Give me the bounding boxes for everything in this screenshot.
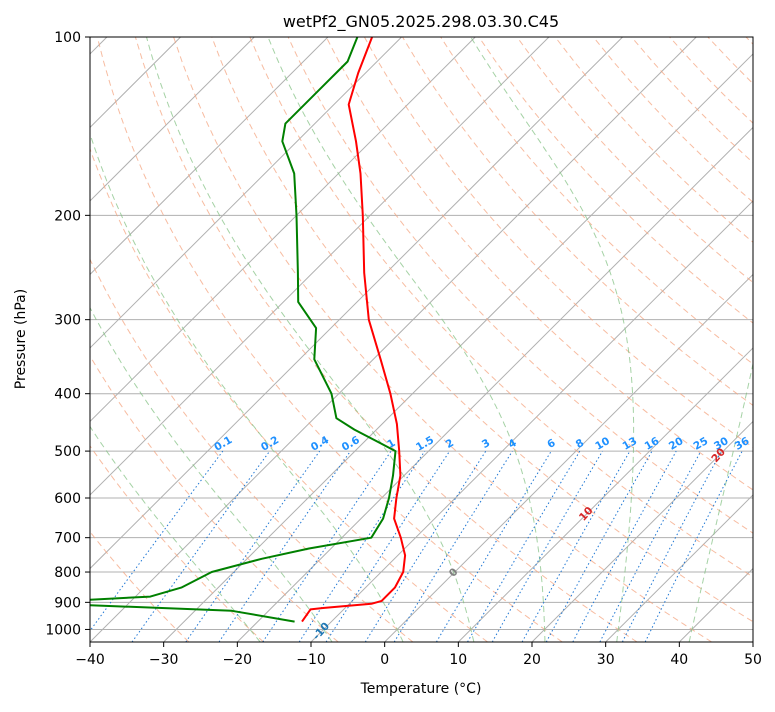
y-tick-label: 500 bbox=[54, 444, 81, 460]
x-tick-label: −20 bbox=[223, 652, 253, 668]
x-axis-label: Temperature (°C) bbox=[360, 681, 482, 697]
y-tick-label: 300 bbox=[54, 313, 81, 329]
y-tick-label: 900 bbox=[54, 595, 81, 611]
x-tick-label: 30 bbox=[597, 652, 615, 668]
x-tick-label: −40 bbox=[75, 652, 105, 668]
x-tick-label: −30 bbox=[149, 652, 179, 668]
x-tick-label: 40 bbox=[670, 652, 688, 668]
y-tick-label: 100 bbox=[54, 30, 81, 46]
x-tick-label: 10 bbox=[449, 652, 467, 668]
y-tick-label: 700 bbox=[54, 531, 81, 547]
y-axis-label: Pressure (hPa) bbox=[13, 289, 29, 389]
y-tick-label: 600 bbox=[54, 491, 81, 507]
plot-background bbox=[90, 37, 753, 642]
x-tick-label: −10 bbox=[296, 652, 326, 668]
y-tick-label: 400 bbox=[54, 387, 81, 403]
y-tick-label: 800 bbox=[54, 565, 81, 581]
x-tick-label: 20 bbox=[523, 652, 541, 668]
chart-title: wetPf2_GN05.2025.298.03.30.C45 bbox=[283, 12, 559, 32]
x-tick-label: 0 bbox=[380, 652, 389, 668]
x-tick-label: 50 bbox=[744, 652, 762, 668]
y-tick-label: 200 bbox=[54, 208, 81, 224]
y-tick-label: 1000 bbox=[45, 622, 81, 638]
